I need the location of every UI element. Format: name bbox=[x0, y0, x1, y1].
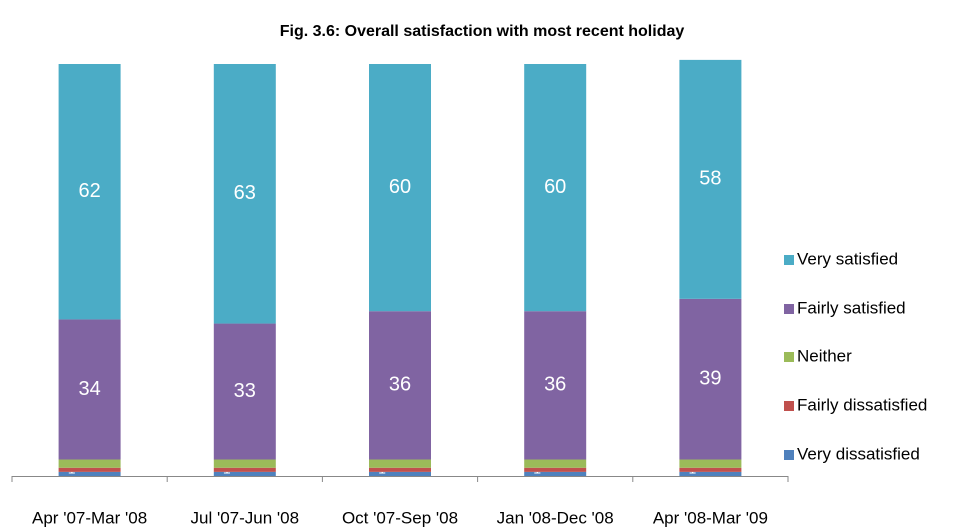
x-tick-label: Apr '08-Mar '09 bbox=[653, 508, 768, 527]
legend-swatch bbox=[784, 255, 794, 265]
bar-segment bbox=[369, 64, 431, 312]
legend-swatch bbox=[784, 304, 794, 314]
data-label: 34 bbox=[78, 378, 100, 400]
legend-swatch bbox=[784, 401, 794, 411]
bar-segment bbox=[679, 298, 742, 460]
data-label: 63 bbox=[234, 182, 256, 204]
bar-segment bbox=[213, 459, 276, 468]
bar-segment bbox=[213, 467, 276, 472]
bar-segment bbox=[369, 459, 431, 468]
bar-segment bbox=[58, 319, 121, 460]
bar-segment bbox=[524, 311, 587, 460]
data-label: 60 bbox=[389, 176, 411, 198]
data-label: 36 bbox=[544, 374, 566, 396]
bar-segment bbox=[213, 323, 276, 460]
bar-segment bbox=[679, 471, 742, 476]
legend-swatch bbox=[784, 352, 794, 362]
legend-swatch bbox=[784, 450, 794, 460]
bar-segment bbox=[679, 459, 742, 468]
legend-label: Very dissatisfied bbox=[797, 444, 920, 463]
legend-label: Neither bbox=[797, 346, 852, 365]
bar-segment bbox=[58, 459, 121, 468]
bar-segment bbox=[213, 64, 276, 324]
bar-segment bbox=[369, 311, 431, 460]
legend-label: Fairly dissatisfied bbox=[797, 395, 927, 414]
bar-segment bbox=[369, 471, 431, 476]
legend-label: Fairly satisfied bbox=[797, 298, 906, 317]
x-tick-label: Jan '08-Dec '08 bbox=[497, 508, 614, 527]
data-label: 39 bbox=[699, 367, 721, 389]
bar-segment bbox=[58, 471, 121, 476]
data-label: 36 bbox=[389, 374, 411, 396]
bar-segment bbox=[524, 467, 587, 472]
legend-label: Very satisfied bbox=[797, 249, 898, 268]
x-tick-label: Oct '07-Sep '08 bbox=[342, 508, 458, 527]
bar-segment bbox=[58, 467, 121, 472]
data-label: 62 bbox=[78, 180, 100, 202]
bar-segment bbox=[58, 64, 121, 320]
bar-segment bbox=[213, 471, 276, 476]
bar-segment bbox=[679, 467, 742, 472]
bar-segment bbox=[369, 467, 431, 472]
x-tick-label: Apr '07-Mar '08 bbox=[32, 508, 147, 527]
data-label: 58 bbox=[699, 168, 721, 190]
x-tick-label: Jul '07-Jun '08 bbox=[191, 508, 300, 527]
chart-title: Fig. 3.6: Overall satisfaction with most… bbox=[280, 23, 685, 40]
bar-segment bbox=[679, 59, 742, 299]
bar-segment bbox=[524, 459, 587, 468]
data-label: 60 bbox=[544, 176, 566, 198]
bar-segment bbox=[524, 64, 587, 312]
bar-segment bbox=[524, 471, 587, 476]
data-label: 33 bbox=[234, 380, 256, 402]
